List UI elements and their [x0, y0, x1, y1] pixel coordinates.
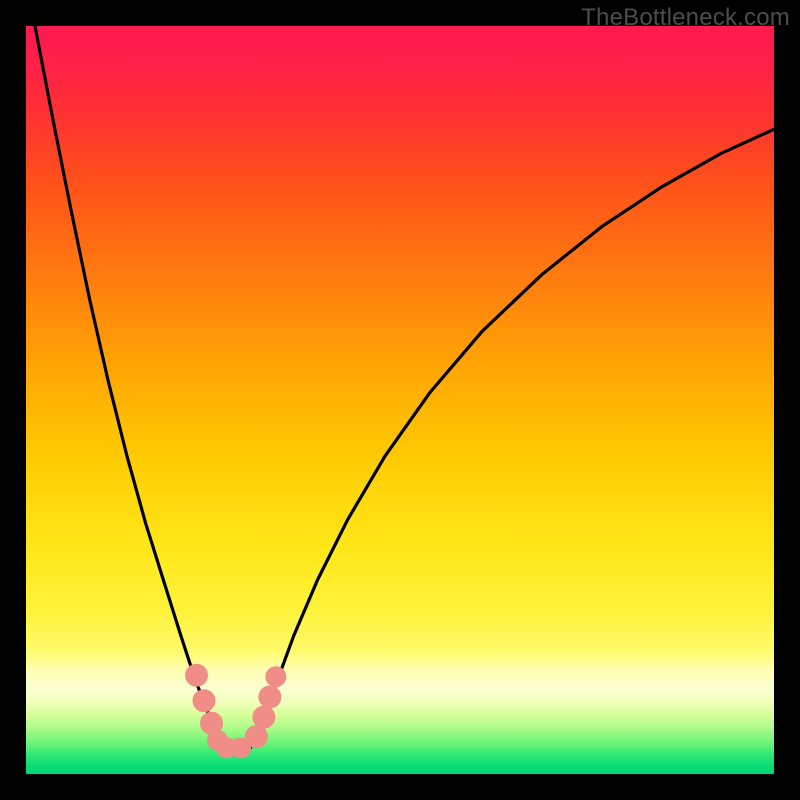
data-marker: [193, 690, 215, 712]
watermark-text: TheBottleneck.com: [581, 4, 790, 32]
data-marker: [253, 706, 275, 728]
data-marker: [266, 667, 286, 687]
data-marker: [259, 686, 281, 708]
data-marker: [186, 664, 208, 686]
plot-area: [26, 26, 774, 774]
data-marker: [245, 726, 267, 748]
bottleneck-chart: [0, 0, 800, 800]
